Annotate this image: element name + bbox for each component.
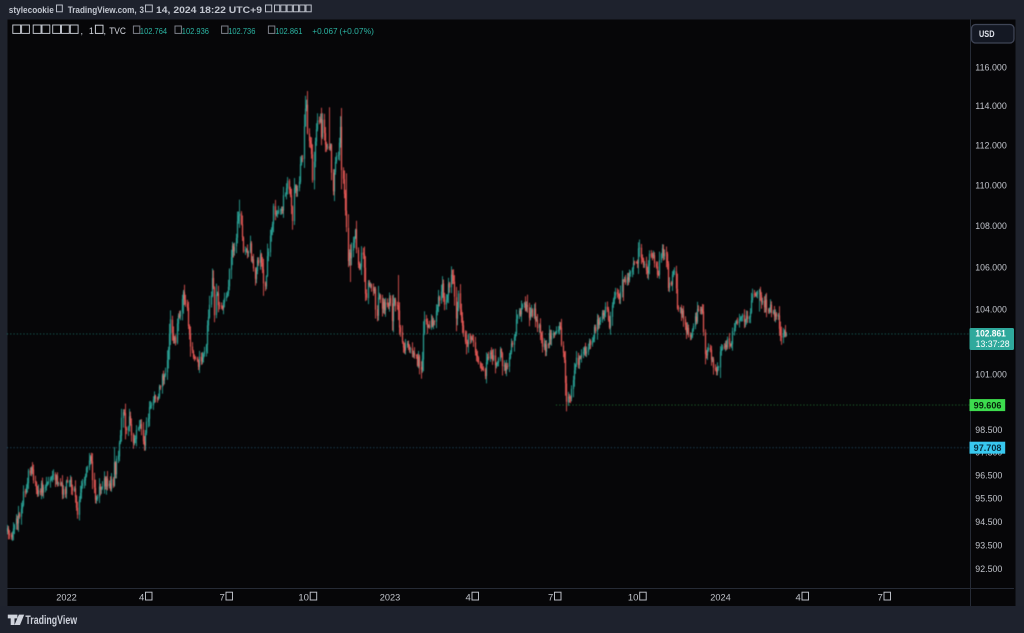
- svg-text:110.000: 110.000: [975, 180, 1007, 190]
- svg-text:101.000: 101.000: [975, 369, 1007, 379]
- svg-text:102.764: 102.764: [140, 27, 168, 36]
- svg-text:96.500: 96.500: [975, 470, 1002, 480]
- svg-text:stylecookie: stylecookie: [9, 5, 54, 15]
- svg-text:10: 10: [298, 593, 309, 603]
- svg-text:7: 7: [220, 593, 225, 603]
- svg-text:4: 4: [796, 593, 801, 603]
- svg-text:4: 4: [139, 593, 144, 603]
- svg-text:,: ,: [104, 26, 107, 36]
- svg-text:108.000: 108.000: [975, 221, 1007, 231]
- svg-text:2022: 2022: [56, 593, 77, 603]
- svg-text:102.861: 102.861: [275, 27, 303, 36]
- svg-text:94.500: 94.500: [975, 517, 1002, 527]
- svg-text:102.861: 102.861: [975, 329, 1006, 339]
- svg-text:114.000: 114.000: [975, 101, 1007, 111]
- svg-text:7: 7: [878, 593, 883, 603]
- svg-text:USD: USD: [979, 29, 995, 40]
- svg-text:112.000: 112.000: [975, 140, 1007, 150]
- svg-text:TradingView: TradingView: [25, 615, 77, 627]
- svg-text:99.606: 99.606: [974, 400, 1002, 410]
- svg-text:93.500: 93.500: [975, 540, 1002, 550]
- svg-text:95.500: 95.500: [975, 493, 1002, 503]
- svg-text:102.736: 102.736: [228, 27, 256, 36]
- svg-text:2023: 2023: [380, 593, 401, 603]
- svg-text:TVC: TVC: [109, 26, 126, 36]
- svg-text:4: 4: [466, 593, 471, 603]
- svg-text:116.000: 116.000: [975, 63, 1007, 73]
- svg-text:3: 3: [140, 5, 145, 15]
- svg-text:98.500: 98.500: [975, 425, 1002, 435]
- svg-text:92.500: 92.500: [975, 564, 1002, 574]
- svg-text:TradingView.com,: TradingView.com,: [68, 5, 137, 15]
- svg-text:2024: 2024: [710, 593, 731, 603]
- svg-text:106.000: 106.000: [975, 262, 1007, 272]
- svg-text:104.000: 104.000: [975, 305, 1007, 315]
- svg-text:97.708: 97.708: [974, 443, 1002, 453]
- svg-text:13:37:28: 13:37:28: [976, 339, 1010, 349]
- svg-text:10: 10: [628, 593, 639, 603]
- svg-text:14, 2024 18:22 UTC+9: 14, 2024 18:22 UTC+9: [156, 5, 262, 15]
- svg-text:(+0.07%): (+0.07%): [339, 27, 374, 36]
- svg-text:102.936: 102.936: [182, 27, 210, 36]
- svg-text:1: 1: [89, 26, 94, 36]
- svg-text:+0.067: +0.067: [312, 27, 338, 36]
- svg-text:,: ,: [81, 26, 84, 36]
- svg-text:7: 7: [548, 593, 553, 603]
